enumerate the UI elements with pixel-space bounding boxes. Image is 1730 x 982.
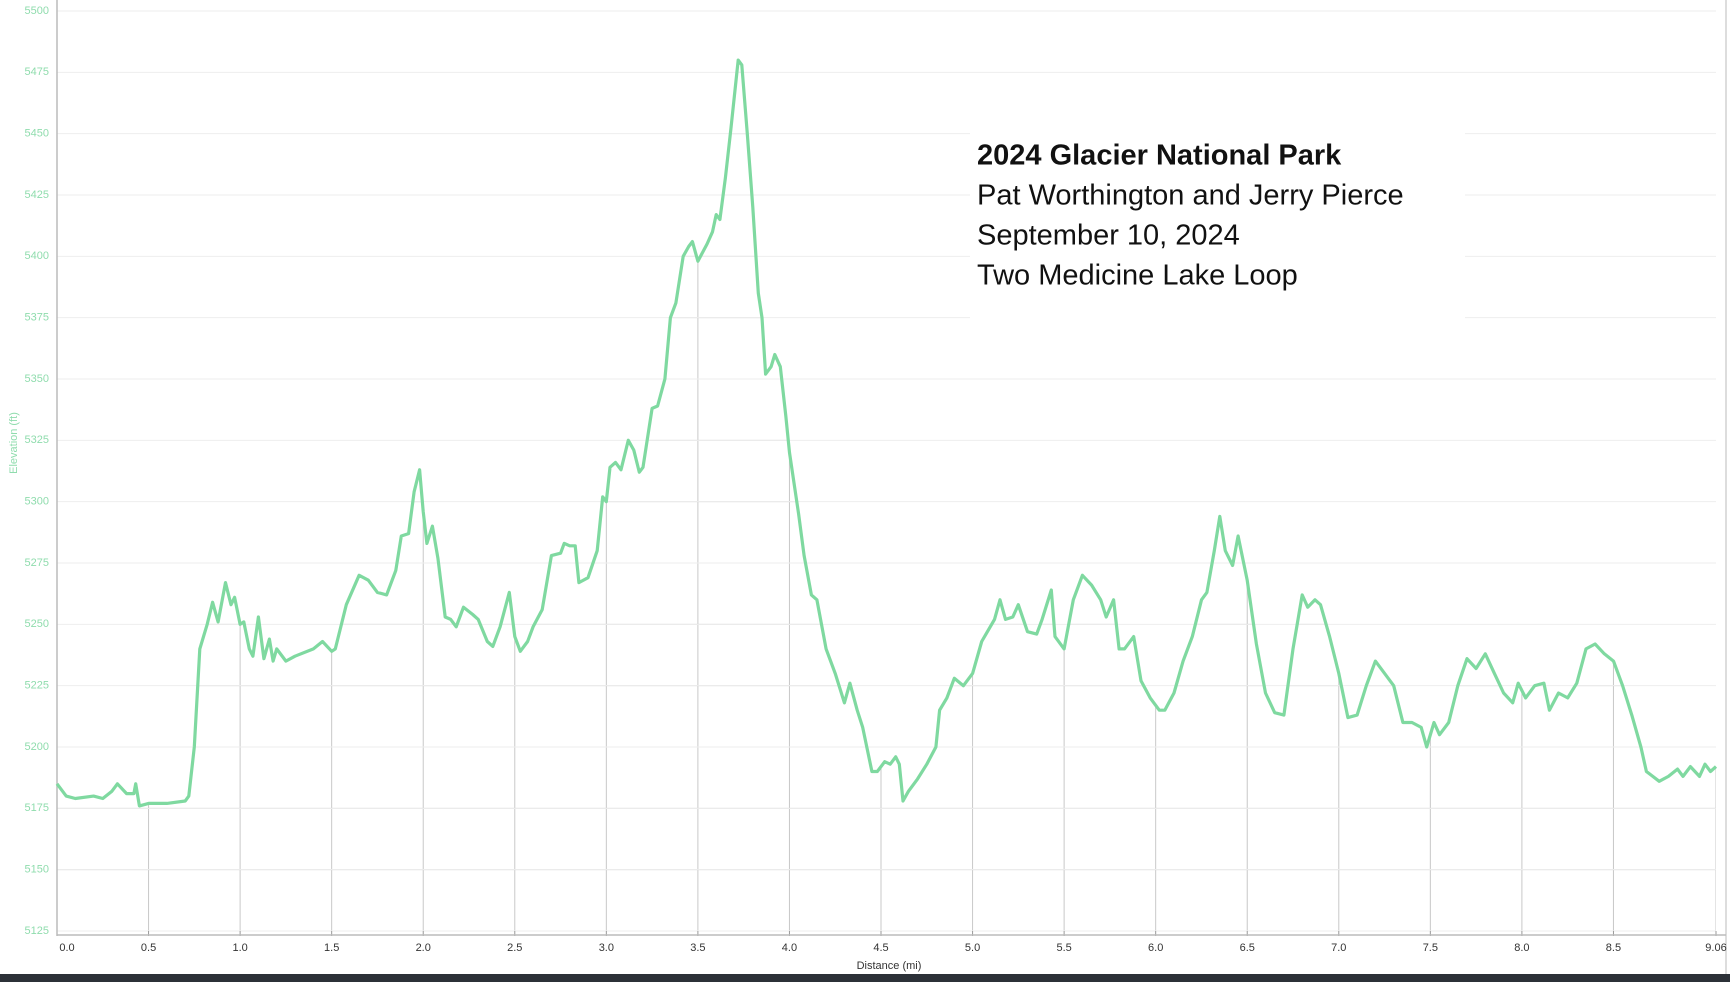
x-tick-label: 3.5: [690, 942, 705, 954]
x-tick-label: 5.5: [1056, 942, 1071, 954]
annotation-title: 2024 Glacier National Park: [977, 140, 1342, 172]
y-axis-label: Elevation (ft): [8, 412, 20, 474]
x-tick-label: 7.5: [1423, 942, 1438, 954]
y-tick-label: 5300: [25, 496, 49, 508]
y-tick-label: 5425: [25, 189, 49, 201]
bottom-bar: [0, 974, 1730, 982]
x-tick-label: 1.5: [324, 942, 339, 954]
annotation-line: Two Medicine Lake Loop: [977, 260, 1298, 292]
x-axis-label: Distance (mi): [857, 960, 922, 972]
y-tick-label: 5225: [25, 680, 49, 692]
x-tick-label: 2.0: [416, 942, 431, 954]
y-tick-label: 5150: [25, 864, 49, 876]
x-tick-label: 8.0: [1514, 942, 1529, 954]
y-tick-label: 5350: [25, 373, 49, 385]
y-tick-label: 5475: [25, 66, 49, 78]
y-tick-label: 5325: [25, 434, 49, 446]
y-tick-label: 5200: [25, 741, 49, 753]
annotation-line: September 10, 2024: [977, 220, 1240, 252]
y-tick-label: 5400: [25, 250, 49, 262]
y-tick-label: 5175: [25, 802, 49, 814]
x-tick-label: 6.0: [1148, 942, 1163, 954]
x-tick-label: 9.06: [1705, 942, 1726, 954]
x-tick-label: 2.5: [507, 942, 522, 954]
y-tick-label: 5500: [25, 5, 49, 17]
x-tick-label: 0.0: [59, 942, 74, 954]
x-tick-label: 4.0: [782, 942, 797, 954]
annotation-line: Pat Worthington and Jerry Pierce: [977, 180, 1404, 212]
x-tick-label: 1.0: [232, 942, 247, 954]
x-tick-label: 6.5: [1240, 942, 1255, 954]
elevation-line: [55, 58, 1718, 808]
annotation-box: [970, 128, 1465, 324]
y-tick-label: 5275: [25, 557, 49, 569]
y-tick-label: 5450: [25, 128, 49, 140]
x-tick-label: 8.5: [1606, 942, 1621, 954]
y-tick-label: 5125: [25, 925, 49, 937]
x-tick-label: 4.5: [873, 942, 888, 954]
x-tick-label: 7.0: [1331, 942, 1346, 954]
x-tick-label: 0.5: [141, 942, 156, 954]
y-tick-label: 5375: [25, 312, 49, 324]
x-tick-label: 3.0: [599, 942, 614, 954]
y-tick-label: 5250: [25, 618, 49, 630]
x-tick-label: 5.0: [965, 942, 980, 954]
